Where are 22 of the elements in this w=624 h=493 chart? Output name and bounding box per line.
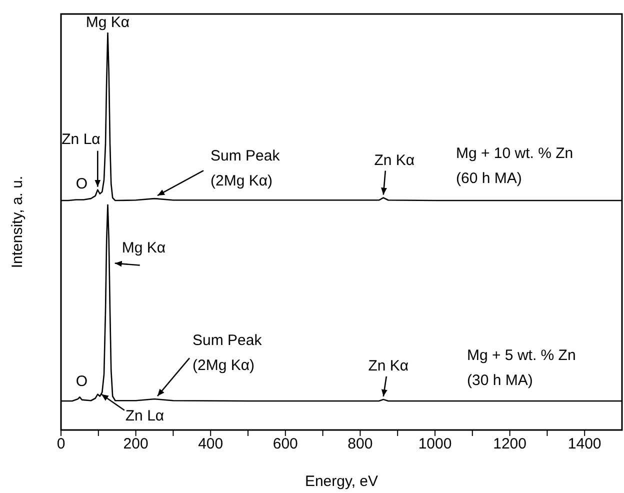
x-tick-label: 400 [198,436,224,453]
annotation: Zn Lα [125,407,164,424]
x-tick-label: 0 [56,436,66,453]
x-tick-label: 800 [348,436,373,453]
annotation: Sum Peak (2Mg Kα) [192,332,262,374]
annotation: Mg Kα [122,239,166,256]
x-tick-label: 1200 [493,436,526,453]
x-tick-label: 1000 [418,436,452,453]
annotation: O [76,176,88,193]
annotation: Sum Peak (2Mg Kα) [210,148,280,190]
x-tick-label: 600 [272,436,298,453]
series-label: Mg + 5 wt. % Zn (30 h MA) [467,347,576,389]
x-tick-label: 1400 [568,436,602,453]
annotation: Mg Kα [86,14,130,31]
series-label: Mg + 10 wt. % Zn (60 h MA) [456,145,574,187]
annotation: Zn Kα [368,357,409,374]
y-axis-title: Intensity, a. u. [9,176,26,268]
x-tick-label: 200 [123,436,148,453]
annotation: Zn Kα [374,152,415,169]
annotation: O [76,373,88,390]
annotation: Zn Lα [62,130,101,148]
x-axis-title: Energy, eV [304,473,378,490]
